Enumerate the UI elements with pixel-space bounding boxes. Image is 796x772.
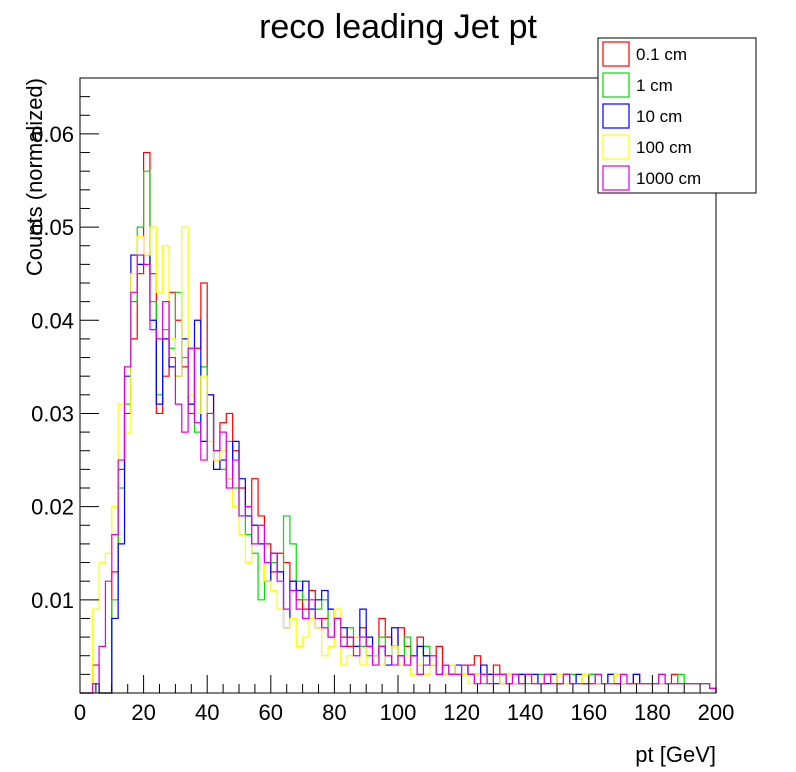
x-tick-label: 180 [634, 700, 671, 725]
x-tick-label: 20 [131, 700, 155, 725]
y-tick-label: 0.02 [31, 495, 74, 520]
series-line-3 [80, 226, 717, 694]
legend-label: 0.1 cm [636, 45, 687, 64]
y-tick-label: 0.05 [31, 215, 74, 240]
x-tick-label: 120 [443, 700, 480, 725]
x-tick-label: 200 [698, 700, 735, 725]
legend-swatch [602, 134, 630, 160]
x-tick-label: 80 [322, 700, 346, 725]
legend-swatch [602, 72, 630, 98]
x-tick-label: 160 [570, 700, 607, 725]
x-tick-label: 40 [195, 700, 219, 725]
y-axis-ticks: 0.01 0.02 0.03 0.04 0.05 0.06 [31, 77, 99, 675]
y-tick-label: 0.01 [31, 588, 74, 613]
x-axis-ticks: 0 20 40 60 80 100 120 140 160 180 200 [74, 675, 734, 725]
legend-label: 1000 cm [636, 169, 701, 188]
x-tick-label: 0 [74, 700, 86, 725]
legend: 0.1 cm 1 cm 10 cm 100 cm 1000 cm [597, 37, 757, 194]
legend-label: 10 cm [636, 107, 682, 126]
legend-box [597, 37, 757, 194]
y-tick-label: 0.03 [31, 401, 74, 426]
chart-title: reco leading Jet pt [259, 8, 537, 46]
y-tick-label: 0.06 [31, 122, 74, 147]
series-layer [80, 151, 717, 694]
series-line-0 [80, 151, 717, 694]
legend-label: 100 cm [636, 138, 692, 157]
series-line-4 [80, 254, 717, 694]
legend-swatch [602, 41, 630, 67]
y-axis-label: Counts (normalized) [22, 78, 47, 276]
legend-label: 1 cm [636, 76, 673, 95]
x-tick-label: 140 [507, 700, 544, 725]
x-tick-label: 60 [259, 700, 283, 725]
y-tick-label: 0.04 [31, 308, 74, 333]
legend-swatch [602, 165, 630, 191]
x-tick-label: 100 [380, 700, 417, 725]
legend-swatch [602, 103, 630, 129]
x-axis-label: pt [GeV] [635, 742, 716, 767]
series-line-1 [80, 170, 717, 694]
